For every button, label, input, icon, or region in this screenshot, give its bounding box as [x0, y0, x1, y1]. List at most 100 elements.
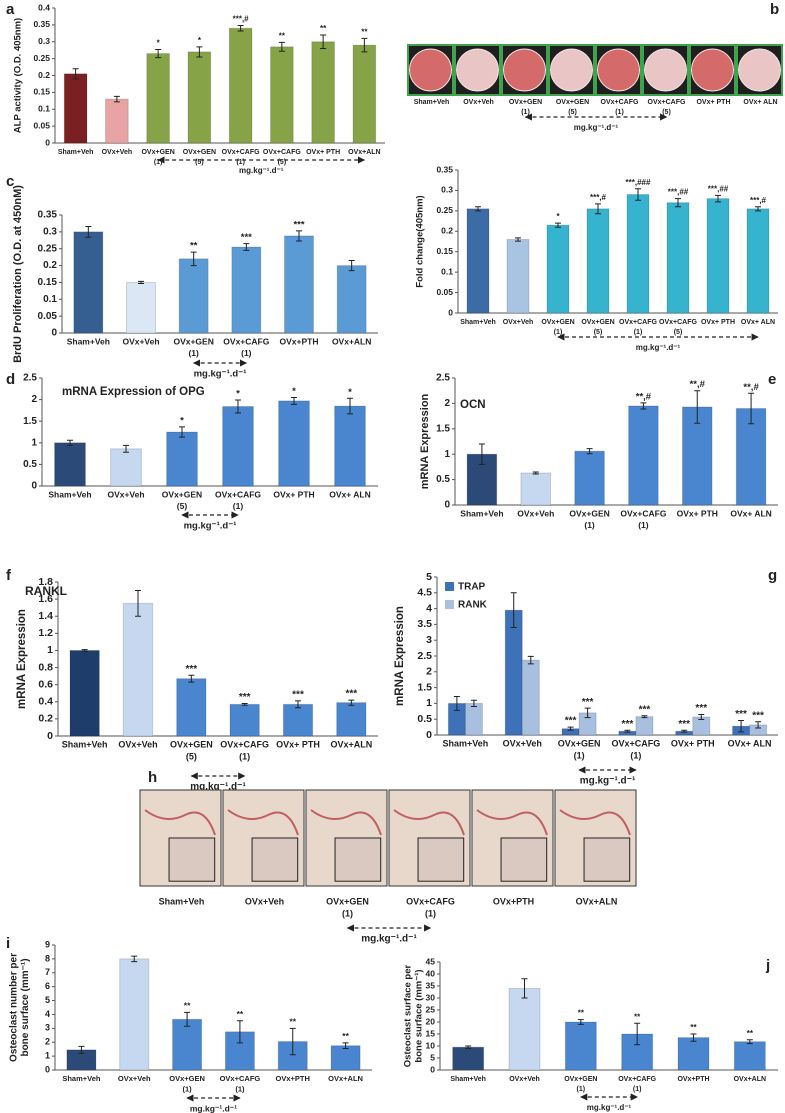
significance-label: ***,#	[590, 193, 607, 202]
inset	[583, 837, 631, 882]
error-bar	[675, 198, 681, 208]
significance-label: ***	[752, 710, 764, 721]
y-tick-label: 0.25	[38, 243, 58, 254]
y-tick-label: 0.3	[441, 185, 453, 195]
error-bar	[453, 695, 460, 711]
y-tick-label: 0.6	[38, 678, 53, 690]
inset	[500, 837, 548, 882]
category-label: (5)	[674, 329, 683, 336]
category-label: (1)	[182, 1084, 192, 1093]
bar	[452, 1046, 485, 1071]
category-label: (5)	[186, 751, 197, 761]
category-label: OVx+PTH	[493, 896, 534, 906]
y-tick-label: 0.35	[436, 164, 453, 174]
bar	[628, 405, 659, 506]
category-label: (1)	[554, 329, 563, 336]
bar	[172, 1018, 203, 1071]
bar	[574, 450, 605, 506]
error-bar	[634, 1022, 641, 1046]
panel-letter: a	[6, 1, 15, 18]
y-tick-label: 0.2	[43, 260, 57, 271]
error-bar	[155, 49, 162, 59]
y-axis-label: BrdU Proliferation (O.D. at 450nM)	[12, 185, 24, 363]
category-label: Sham+Veh	[58, 149, 94, 156]
legend-swatch	[445, 582, 454, 591]
significance-label: ***	[678, 719, 690, 730]
tissue	[310, 809, 382, 836]
y-tick-label: 3	[426, 634, 432, 646]
category-label: OVx+GEN	[173, 336, 213, 346]
error-bar	[179, 426, 185, 438]
error-bar	[85, 225, 92, 238]
significance-label: ***	[622, 719, 634, 730]
significance-label: ***	[292, 690, 304, 701]
y-axis-label: ALP activity (O.D. 405nm)	[13, 18, 24, 133]
y-tick-label: 1.6	[38, 593, 53, 605]
category-label: (1)	[188, 348, 199, 358]
category-label: OVx+ALN	[734, 1076, 766, 1083]
bar	[464, 702, 483, 736]
error-bar	[347, 397, 353, 415]
significance-label: **	[237, 1009, 244, 1019]
bar	[546, 224, 570, 314]
legend-label: RANK	[458, 600, 488, 611]
category-label: (1)	[235, 1084, 245, 1093]
well	[597, 48, 640, 92]
category-label: OVx+ ALN	[329, 489, 371, 499]
category-label: OVx+ PTH	[306, 149, 340, 156]
panel-letter: c	[6, 173, 14, 190]
tissue	[393, 809, 465, 836]
significance-label: *	[292, 386, 296, 397]
significance-label: **	[578, 1009, 585, 1018]
category-label: OVx+Veh	[517, 508, 554, 518]
significance-label: ***	[582, 697, 594, 708]
y-tick-label: 3.5	[417, 618, 432, 630]
y-tick-label: 0.3	[43, 226, 57, 237]
y-tick-label: 0	[45, 1064, 50, 1074]
category-label: OVx+CAFG	[263, 149, 301, 156]
y-tick-label: 0.5	[417, 713, 432, 725]
significance-label: ***	[695, 703, 707, 714]
y-tick-label: 0.25	[33, 53, 50, 63]
y-tick-label: 1.2	[38, 627, 53, 639]
category-label: (1)	[233, 501, 244, 511]
y-tick-label: 0.2	[38, 713, 53, 725]
category-label: OVx+PTH	[677, 1076, 709, 1083]
category-label: OVx+Veh	[463, 99, 494, 106]
bar	[231, 246, 262, 334]
category-label: OVx+GEN	[569, 508, 609, 518]
y-tick-label: 2.5	[23, 373, 37, 384]
bar	[110, 448, 142, 487]
bar	[352, 44, 377, 144]
y-tick-label: 5	[430, 1052, 435, 1062]
category-label: (1)	[239, 751, 250, 761]
y-tick-label: 0.05	[33, 120, 50, 130]
category-label: (1)	[577, 1086, 586, 1093]
significance-label: ***,#	[750, 196, 767, 205]
category-label: OVx+Veh	[102, 149, 133, 156]
category-label: OVx+ALN	[576, 896, 618, 906]
bar	[146, 53, 170, 144]
y-tick-label: 1.8	[38, 576, 53, 588]
error-bar	[641, 715, 648, 719]
y-tick-label: 0	[430, 1064, 435, 1074]
bar	[222, 406, 254, 487]
significance-label: **,#	[636, 391, 652, 402]
error-bar	[577, 1019, 584, 1025]
category-label: OVx+GEN	[141, 149, 174, 156]
bar	[677, 1037, 710, 1071]
bar	[666, 202, 690, 314]
y-tick-label: 10	[426, 1040, 436, 1050]
error-bar	[184, 1011, 191, 1027]
error-bar	[236, 1020, 243, 1044]
category-label: Sham+Veh	[62, 739, 108, 749]
y-tick-label: 5	[426, 571, 432, 583]
category-label: OVx+GEN	[170, 739, 213, 749]
category-label: OVx+CAFG	[648, 99, 686, 106]
category-label: OVx+ALN	[348, 149, 380, 156]
bar	[54, 442, 86, 487]
bar	[187, 51, 212, 144]
significance-label: ***,###	[626, 178, 651, 187]
y-tick-label: 0.1	[43, 294, 57, 305]
